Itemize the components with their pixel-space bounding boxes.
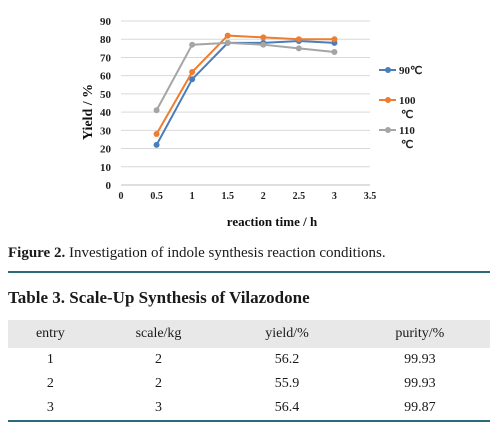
header-entry: entry [8, 320, 93, 348]
scale-up-table: entry scale/kg yield/% purity/% 1 2 56.2… [8, 320, 490, 420]
header-scale: scale/kg [92, 320, 225, 348]
y-tick-label: 10 [100, 162, 112, 174]
data-point [153, 141, 160, 148]
data-point [331, 48, 338, 55]
series-line [155, 40, 335, 146]
figure-caption: Figure 2. Investigation of indole synthe… [8, 244, 493, 262]
header-purity: purity/% [349, 320, 490, 348]
legend-label: 100 [399, 95, 416, 107]
data-point [260, 41, 267, 48]
x-tick-label: 2 [261, 191, 266, 202]
x-tick-label: 0 [119, 191, 124, 202]
y-tick-label: 80 [100, 34, 112, 46]
data-point [331, 36, 338, 43]
y-axis-title: Yield / % [81, 84, 96, 140]
cell-entry: 2 [46, 376, 54, 391]
cell-purity: 99.87 [404, 400, 436, 415]
data-point [260, 34, 267, 41]
table-top-rule [8, 271, 490, 273]
data-point [295, 36, 302, 43]
cell-scale: 2 [155, 352, 162, 367]
x-tick-label: 2.5 [293, 191, 306, 202]
x-tick-label: 1 [190, 191, 195, 202]
table-row: 1 2 56.2 99.93 [8, 348, 490, 372]
x-tick-label: 3 [332, 191, 337, 202]
data-point [189, 76, 196, 83]
y-tick-label: 30 [100, 125, 112, 137]
table-title: Table 3. Scale-Up Synthesis of Vilazodon… [8, 288, 310, 307]
legend-marker [385, 97, 391, 103]
x-tick-label: 0.5 [150, 191, 163, 202]
data-point [224, 39, 231, 46]
cell-yield: 56.2 [274, 352, 300, 367]
table-row: 3 3 56.4 99.87 [8, 396, 490, 420]
legend-label-unit: ℃ [401, 139, 413, 151]
cell-purity: 99.93 [404, 376, 436, 391]
cell-entry: 1 [46, 352, 54, 367]
data-point [295, 45, 302, 52]
cell-scale: 2 [155, 376, 162, 391]
y-tick-label: 60 [100, 71, 112, 83]
y-tick-label: 20 [100, 144, 112, 156]
y-tick-label: 70 [100, 52, 112, 64]
y-tick-label: 50 [100, 89, 112, 101]
cell-purity: 99.93 [404, 352, 436, 367]
y-tick-label: 40 [100, 107, 112, 119]
figure-label: Figure 2. [8, 245, 66, 261]
y-tick-label: 90 [100, 16, 112, 28]
table-row: 2 2 55.9 99.93 [8, 372, 490, 396]
yield-line-chart: 0 10 20 30 40 50 60 70 80 90 0 0.5 1 1.5 2 2.5 3 3.5 react… [81, 16, 422, 229]
data-point [224, 32, 231, 39]
cell-yield: 55.9 [274, 376, 300, 391]
y-tick-label: 0 [106, 180, 112, 192]
series-line [155, 34, 335, 135]
x-tick-label: 1.5 [221, 191, 234, 202]
legend-label: 110 [399, 125, 415, 137]
cell-scale: 3 [155, 400, 162, 415]
cell-entry: 3 [46, 400, 54, 415]
legend-label-unit: ℃ [401, 109, 413, 121]
legend-label: 90℃ [399, 65, 422, 77]
table-header-row: entry scale/kg yield/% purity/% [8, 320, 490, 348]
table-bottom-rule [8, 420, 490, 422]
data-point [189, 41, 196, 48]
legend-marker [385, 67, 391, 73]
cell-yield: 56.4 [274, 400, 300, 415]
figure-caption-text: Investigation of indole synthesis reacti… [65, 245, 386, 261]
data-point [189, 69, 196, 76]
header-yield: yield/% [224, 320, 350, 348]
data-point [153, 107, 160, 114]
legend-marker [385, 127, 391, 133]
data-point [153, 130, 160, 137]
series-line [155, 41, 335, 111]
x-tick-label: 3.5 [364, 191, 377, 202]
x-axis-title: reaction time / h [227, 214, 318, 229]
